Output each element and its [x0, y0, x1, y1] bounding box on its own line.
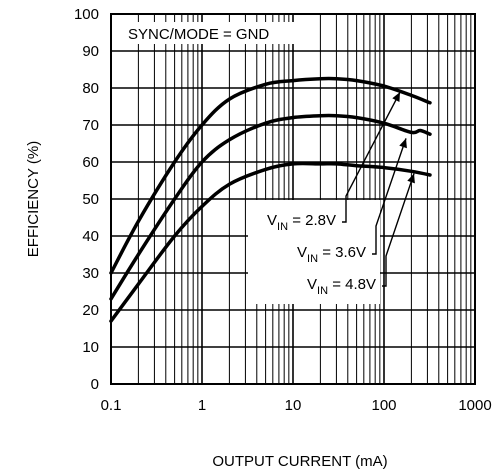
- y-tick-label: 60: [82, 154, 99, 171]
- leader-line-3: [382, 173, 415, 287]
- series-label-3: VIN = 4.8V: [307, 276, 376, 297]
- y-tick-label: 30: [82, 265, 99, 282]
- x-tick-label: 0.1: [101, 397, 122, 414]
- y-tick-label: 70: [82, 117, 99, 134]
- series-line-3: [109, 161, 432, 323]
- leader-line-2: [372, 138, 407, 255]
- series-line-1: [109, 76, 432, 275]
- arrowhead-1: [392, 92, 400, 102]
- y-tick-label: 90: [82, 43, 99, 60]
- y-tick-labels: 0 10 20 30 40 50 60 70 80 90 100: [74, 6, 99, 393]
- annotation-background: [124, 22, 312, 44]
- series-label-2: VIN = 3.6V: [297, 244, 366, 265]
- x-tick-label: 1000: [458, 397, 491, 414]
- y-tick-label: 10: [82, 339, 99, 356]
- annotation-text: SYNC/MODE = GND: [128, 26, 269, 43]
- series-line-2: [109, 113, 432, 301]
- arrowhead-2: [399, 138, 407, 149]
- y-tick-label: 80: [82, 80, 99, 97]
- y-axis-title: EFFICIENCY (%): [25, 141, 42, 257]
- x-tick-label: 1: [198, 397, 206, 414]
- y-tick-label: 0: [91, 376, 99, 393]
- x-tick-label: 10: [285, 397, 302, 414]
- series-label-1: VIN = 2.8V: [267, 212, 336, 233]
- y-tick-label: 100: [74, 6, 99, 23]
- plot-frame: [110, 13, 476, 385]
- series-labels: VIN = 2.8V VIN = 3.6V VIN = 4.8V: [248, 91, 415, 304]
- label-background: [248, 200, 380, 304]
- y-tick-label: 50: [82, 191, 99, 208]
- x-tick-label: 100: [371, 397, 396, 414]
- x-axis-title: OUTPUT CURRENT (mA): [212, 453, 387, 470]
- leader-line-1: [342, 91, 401, 223]
- x-tick-labels: 0.1 1 10 100 1000: [101, 397, 492, 414]
- series-layer: [109, 76, 432, 323]
- y-tick-label: 20: [82, 302, 99, 319]
- y-tick-label: 40: [82, 228, 99, 245]
- arrowhead-3: [407, 173, 415, 184]
